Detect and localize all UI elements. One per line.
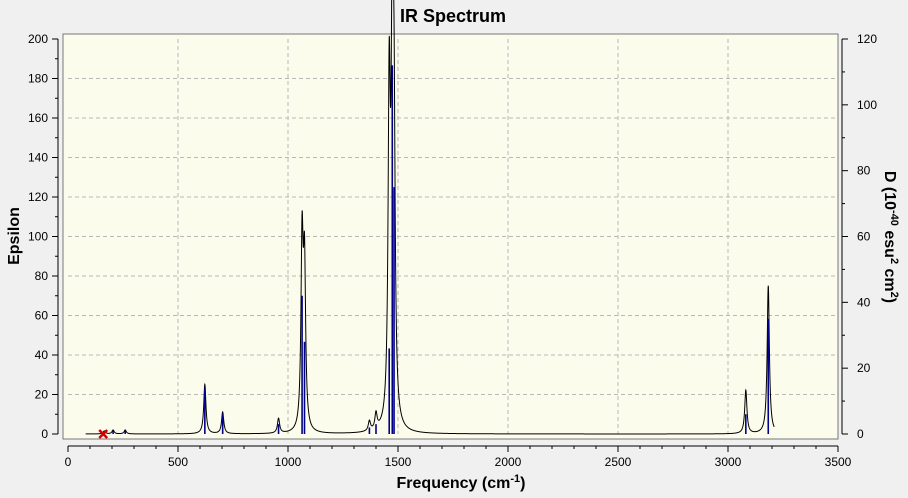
x-tick-label: 3500 [825, 455, 852, 469]
x-axis-label-end: ) [520, 475, 525, 492]
y-tick-label: 120 [28, 190, 48, 204]
y-tick-label: 60 [35, 309, 49, 323]
x-tick-label: 2000 [495, 455, 522, 469]
y-tick-label: 20 [35, 388, 49, 402]
y-tick-label: 140 [28, 151, 48, 165]
x-tick-label: 3000 [715, 455, 742, 469]
y2-tick-label: 40 [857, 295, 871, 309]
y2-label-part-4: 2 [888, 258, 900, 264]
x-axis-label: Frequency (cm-1) [397, 473, 526, 492]
y2-label-part-6: 2 [888, 292, 900, 298]
y-tick-label: 160 [28, 111, 48, 125]
spectrum-line [85, 0, 775, 435]
y2-tick-label: 20 [857, 361, 871, 375]
x-tick-label: 0 [65, 455, 72, 469]
axes: 0204060801001201401601802000204060801001… [28, 32, 877, 469]
y-tick-label: 180 [28, 72, 48, 86]
y-tick-label: 0 [41, 427, 48, 441]
stick-layer [98, 65, 770, 439]
red-x-marker [98, 429, 109, 439]
y2-label-part-3: esu [881, 226, 898, 258]
y-axis-label: Epsilon [6, 207, 23, 265]
y2-label-part-1: D (10 [881, 171, 898, 210]
y2-tick-label: 0 [857, 427, 864, 441]
chart-title: IR Spectrum [400, 6, 506, 26]
y2-tick-label: 80 [857, 164, 871, 178]
y2-tick-label: 120 [857, 32, 877, 46]
y2-tick-label: 60 [857, 230, 871, 244]
x-tick-label: 1000 [275, 455, 302, 469]
y2-label-part-2: -40 [888, 210, 900, 226]
y-tick-label: 80 [35, 269, 49, 283]
x-axis-label-main: Frequency (cm [397, 475, 511, 492]
x-tick-label: 500 [168, 455, 188, 469]
y2-axis-label: D (10-40 esu2 cm2) [881, 171, 900, 303]
y2-tick-label: 100 [857, 98, 877, 112]
grid-lines [68, 39, 838, 434]
y2-label-part-5: cm [881, 264, 898, 292]
y2-label-part-7: ) [881, 298, 898, 303]
y-tick-label: 200 [28, 32, 48, 46]
x-tick-label: 2500 [605, 455, 632, 469]
y-tick-label: 100 [28, 230, 48, 244]
spectrum-layer [85, 0, 775, 435]
y-tick-label: 40 [35, 348, 49, 362]
x-tick-label: 1500 [385, 455, 412, 469]
x-axis-label-superscript: -1 [510, 473, 520, 485]
